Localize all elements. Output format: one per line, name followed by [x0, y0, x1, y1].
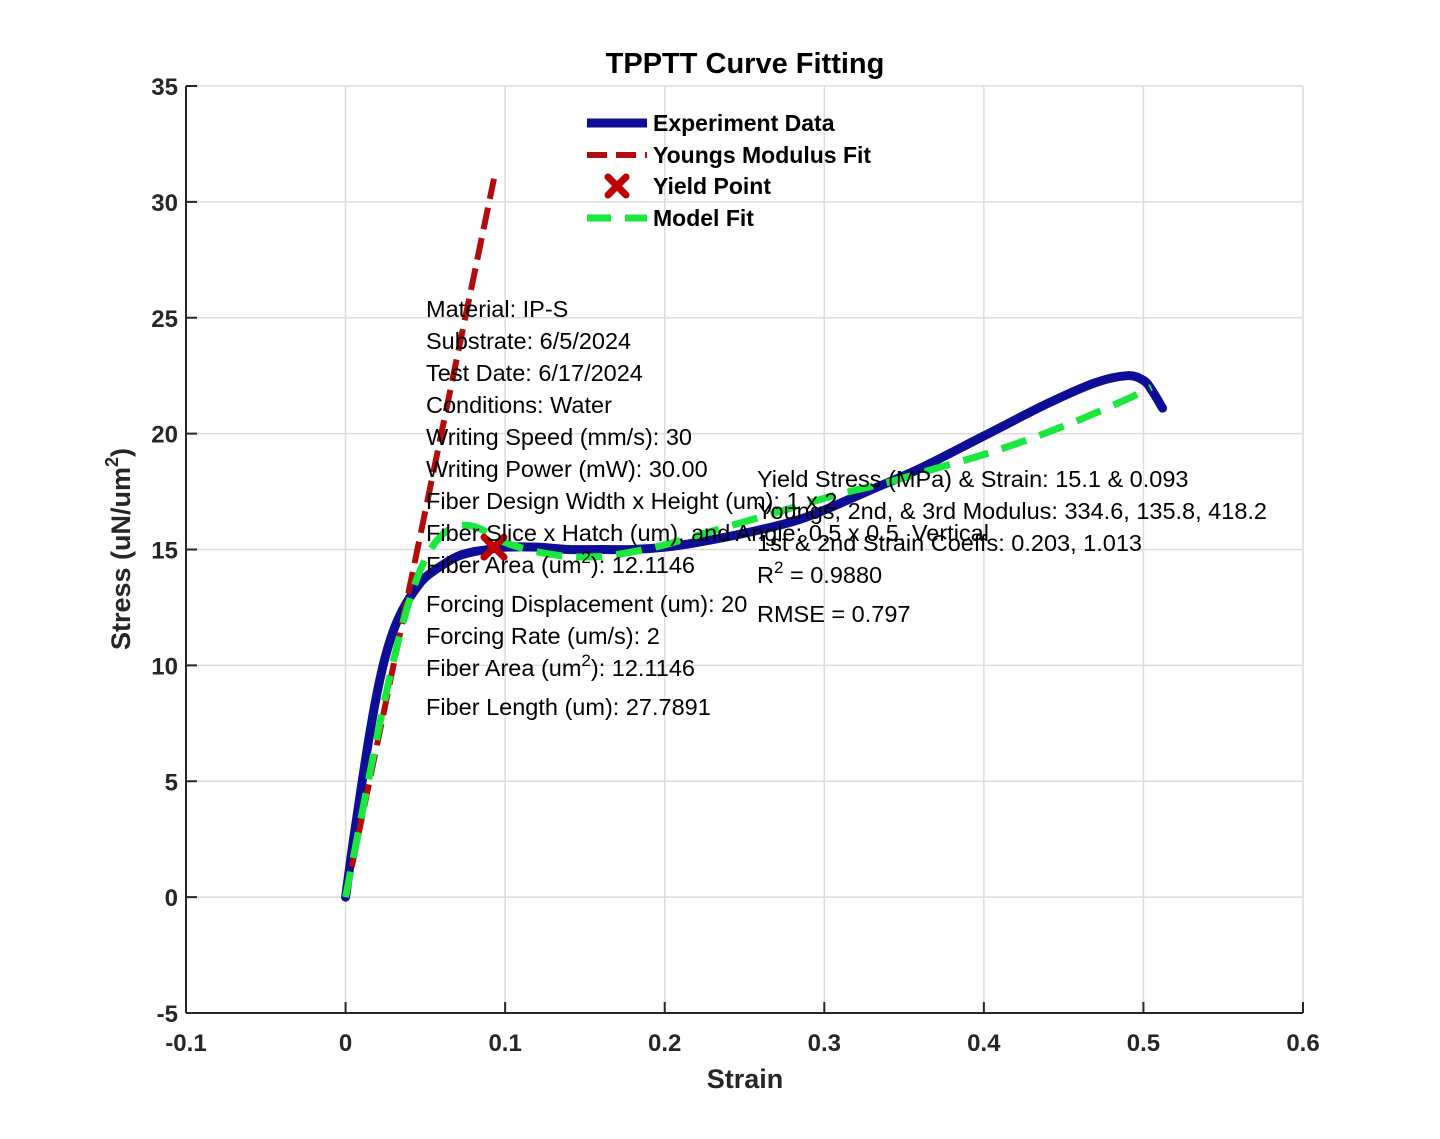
x-tick-label: -0.1: [165, 1030, 206, 1057]
annotation-line: RMSE = 0.797: [757, 601, 910, 627]
annotation-line: Forcing Displacement (um): 20: [426, 591, 747, 617]
axes-frame: [185, 85, 1304, 1014]
y-tick-label: 5: [165, 769, 178, 796]
yield-point-marker: [480, 533, 508, 561]
y-tick-label: 25: [151, 306, 178, 333]
grid-lines: [185, 85, 1304, 1014]
y-tick-label: 15: [151, 538, 178, 565]
y-axis-label-sup: 2: [102, 457, 122, 467]
annotation-line: Writing Speed (mm/s): 30: [426, 424, 692, 450]
legend-swatch-yield-point: [604, 173, 630, 199]
y-tick-label: 0: [165, 885, 178, 912]
y-tick-label: 20: [151, 422, 178, 449]
series-model-fit: [342, 384, 1153, 898]
annotation-line: Material: IP-S: [426, 296, 568, 322]
x-tick-label: 0: [339, 1030, 352, 1057]
annotation-left: Material: IP-S Substrate: 6/5/2024 Test Da…: [426, 296, 989, 720]
annotation-line: Conditions: Water: [426, 392, 612, 418]
annotation-line: Forcing Rate (um/s): 2: [426, 623, 660, 649]
y-axis-label-end: ): [106, 448, 136, 457]
annotation-line: 1st & 2nd Strain Coeffs: 0.203, 1.013: [757, 530, 1142, 556]
tick-labels: -0.1 0 0.1 0.2 0.3 0.4 0.5 0.6 -5 0 5 10 15 20 25 30 35: [151, 74, 1319, 1057]
annotation-line: Substrate: 6/5/2024: [426, 328, 631, 354]
annotation-line: Test Date: 6/17/2024: [426, 360, 643, 386]
x-tick-label: 0.5: [1127, 1030, 1160, 1057]
annotation-line: Fiber Area (um2): 12.1146: [426, 651, 695, 681]
legend-label: Youngs Modulus Fit: [653, 142, 871, 168]
y-tick-label: 10: [151, 653, 178, 680]
legend-label: Model Fit: [653, 205, 754, 231]
legend-label: Experiment Data: [653, 110, 835, 136]
y-tick-label: 35: [151, 74, 178, 101]
plot-series: [341, 178, 1168, 902]
annotation-line: Yield Stress (MPa) & Strain: 15.1 & 0.09…: [757, 466, 1188, 492]
annotation-line: Youngs, 2nd, & 3rd Modulus: 334.6, 135.8…: [757, 498, 1267, 524]
annotation-line: Fiber Design Width x Height (um): 1 x 2: [426, 488, 837, 514]
series-experiment-data: [341, 371, 1168, 902]
x-tick-label: 0.1: [488, 1030, 521, 1057]
annotation-line: Fiber Slice x Hatch (um), and Angle: 0.5…: [426, 520, 989, 546]
y-axis-label: Stress (uN/um2): [102, 448, 136, 650]
annotation-line: Fiber Area (um2): 12.1146: [426, 548, 695, 578]
annotation-right: Yield Stress (MPa) & Strain: 15.1 & 0.09…: [757, 466, 1267, 627]
legend: Experiment Data Youngs Modulus Fit Yield P…: [587, 110, 871, 231]
x-tick-label: 0.4: [967, 1030, 1001, 1057]
x-tick-label: 0.3: [808, 1030, 841, 1057]
annotation-line: Fiber Length (um): 27.7891: [426, 694, 711, 720]
chart-title: TPPTT Curve Fitting: [606, 48, 885, 80]
y-tick-label: 30: [151, 190, 178, 217]
annotation-line: R2 = 0.9880: [757, 558, 882, 588]
legend-label: Yield Point: [653, 173, 771, 199]
y-axis-label-main: Stress (uN/um: [106, 467, 136, 650]
annotation-line: Writing Power (mW): 30.00: [426, 456, 708, 482]
x-tick-label: 0.2: [648, 1030, 681, 1057]
x-tick-label: 0.6: [1286, 1030, 1319, 1057]
x-axis-label: Strain: [707, 1064, 784, 1094]
y-tick-label: -5: [157, 1001, 178, 1028]
